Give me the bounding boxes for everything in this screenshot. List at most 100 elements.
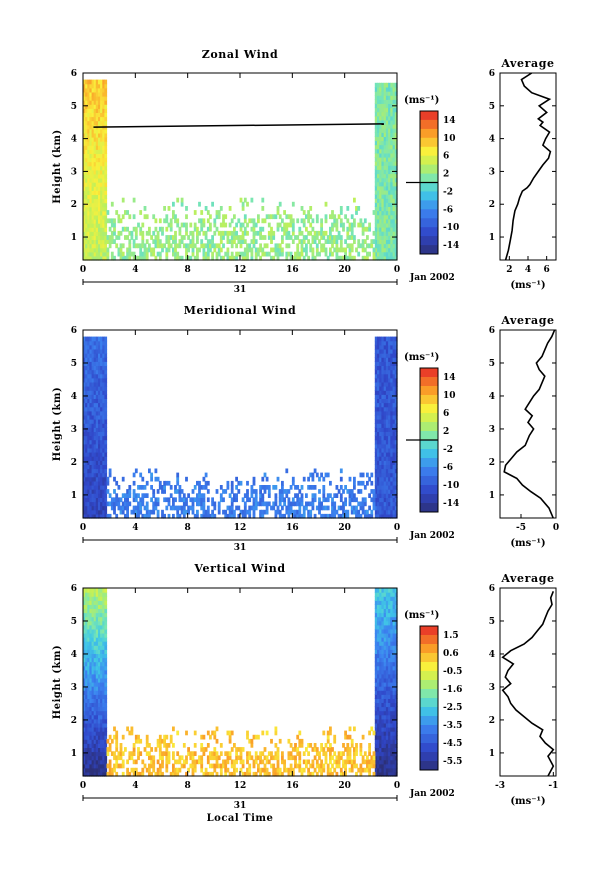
heat-cell <box>237 235 241 240</box>
heat-cell <box>276 226 280 232</box>
heat-cell <box>394 714 398 720</box>
heat-cell <box>392 251 396 257</box>
heat-cell <box>379 177 382 183</box>
heat-cell <box>353 497 356 503</box>
heat-cell <box>350 767 354 773</box>
avg-y-tick-label: 6 <box>489 69 495 79</box>
heat-cell <box>329 513 332 519</box>
heat-cell <box>200 485 204 490</box>
colorbar-swatch <box>420 707 438 717</box>
heat-cell <box>91 340 95 346</box>
heat-cell <box>172 214 175 220</box>
heat-cell <box>381 218 385 224</box>
heat-cell <box>392 497 396 503</box>
heat-cell <box>182 763 186 769</box>
heat-cell <box>108 235 112 240</box>
heat-cell <box>87 443 90 449</box>
heat-cell <box>265 243 269 249</box>
heat-cell <box>377 657 380 663</box>
heat-cell <box>385 439 389 445</box>
heat-cell <box>91 649 95 654</box>
heat-cell <box>154 505 158 511</box>
heat-cell <box>102 398 105 404</box>
heat-cell <box>215 489 219 494</box>
heat-cell <box>95 690 99 695</box>
heat-cell <box>91 743 95 748</box>
heat-cell <box>87 698 90 703</box>
heat-cell <box>165 235 169 240</box>
heat-cell <box>83 673 86 679</box>
heat-cell <box>139 505 143 511</box>
heat-cell <box>104 157 108 163</box>
heat-cell <box>143 747 147 752</box>
heat-cell <box>246 771 249 777</box>
heat-cell <box>91 755 95 761</box>
heat-cell <box>379 612 382 618</box>
heat-cell <box>95 509 99 515</box>
heat-cell <box>322 497 326 503</box>
heat-cell <box>185 243 188 249</box>
heat-cell <box>98 735 101 740</box>
heat-cell <box>374 95 378 100</box>
heat-cell <box>394 218 398 224</box>
heat-cell <box>185 222 188 228</box>
heat-cell <box>104 661 108 667</box>
heat-cell <box>390 735 394 740</box>
heat-cell <box>126 210 129 215</box>
heat-cell <box>394 677 398 683</box>
heat-cell <box>98 173 101 179</box>
heat-cell <box>93 694 97 699</box>
heat-cell <box>381 185 385 191</box>
heat-cell <box>392 472 396 478</box>
heat-cell <box>287 509 291 515</box>
heat-cell <box>85 468 88 474</box>
heat-cell <box>381 468 385 474</box>
heat-cell <box>390 588 394 593</box>
heat-cell <box>390 759 394 765</box>
heat-cell <box>196 230 199 236</box>
heat-cell <box>93 202 97 208</box>
heat-cell <box>302 767 306 773</box>
heat-cell <box>261 767 265 773</box>
heat-cell <box>104 673 108 679</box>
heat-cell <box>368 743 371 748</box>
panel-title: Meridional Wind <box>184 304 297 317</box>
heat-cell <box>233 513 236 519</box>
heat-cell <box>337 235 341 240</box>
heat-cell <box>91 178 95 183</box>
heat-cell <box>390 148 394 154</box>
heat-cell <box>169 505 173 511</box>
heat-cell <box>372 493 376 498</box>
heat-cell <box>85 116 88 122</box>
heat-cell <box>98 645 101 650</box>
heat-cell <box>388 456 391 461</box>
heat-cell <box>353 509 356 515</box>
heat-cell <box>239 243 243 249</box>
heat-cell <box>339 247 343 253</box>
heat-cell <box>91 336 95 342</box>
heat-cell <box>383 739 387 744</box>
heat-cell <box>388 657 391 663</box>
heat-cell <box>379 87 382 92</box>
colorbar-swatch <box>420 653 438 663</box>
heat-cell <box>377 694 380 699</box>
heat-cell <box>281 513 284 519</box>
heat-cell <box>311 251 315 257</box>
heat-cell <box>300 218 304 224</box>
heat-cell <box>83 620 86 626</box>
heat-cell <box>388 735 391 740</box>
heat-cell <box>87 480 90 486</box>
heat-cell <box>318 763 321 769</box>
heat-cell <box>250 493 254 498</box>
heat-cell <box>217 210 221 215</box>
heat-cell <box>87 100 90 105</box>
heat-cell <box>390 505 394 511</box>
heat-cell <box>98 722 101 728</box>
heat-cell <box>377 103 380 109</box>
heat-cell <box>100 373 103 379</box>
heat-cell <box>87 369 90 375</box>
heat-cell <box>176 751 180 756</box>
heat-cell <box>117 505 121 511</box>
heat-cell <box>377 731 380 736</box>
heat-cell <box>381 612 385 618</box>
